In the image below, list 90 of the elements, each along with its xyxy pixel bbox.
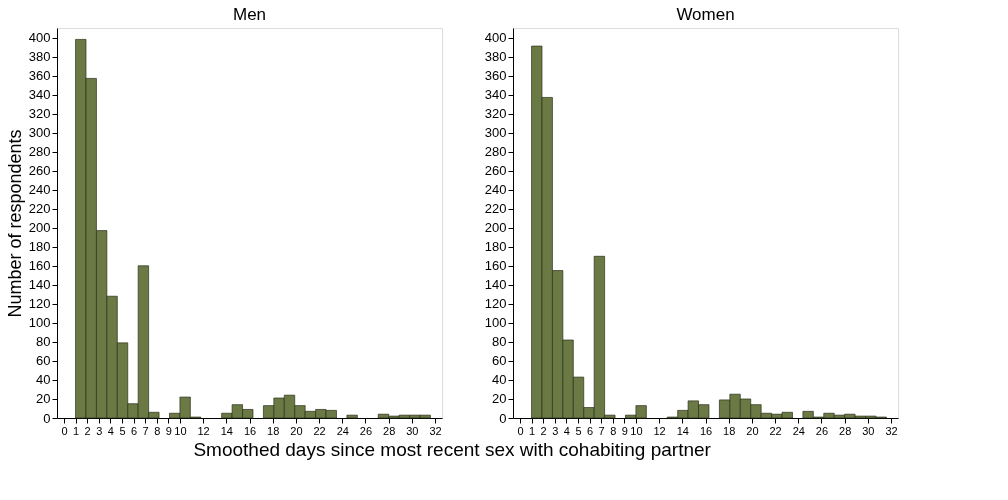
x-tick-label: 3 bbox=[96, 424, 103, 437]
y-tick-label: 60 bbox=[36, 353, 51, 369]
x-tick-label: 8 bbox=[610, 424, 617, 437]
y-tick-label: 40 bbox=[36, 372, 51, 388]
y-tick-label: 280 bbox=[28, 144, 51, 160]
x-tick-label: 22 bbox=[313, 424, 326, 437]
y-tick-label: 260 bbox=[484, 163, 507, 179]
x-tick-label: 14 bbox=[220, 424, 233, 437]
x-tick-label: 22 bbox=[769, 424, 782, 437]
x-tick-label: 1 bbox=[528, 424, 536, 437]
x-tick-label: 2 bbox=[84, 424, 91, 437]
x-tick-label: 30 bbox=[406, 424, 419, 437]
y-tick-label: 180 bbox=[28, 239, 51, 255]
x-tick-label: 9 bbox=[621, 424, 628, 437]
y-tick-label: 40 bbox=[492, 372, 507, 388]
y-tick-label: 260 bbox=[28, 163, 51, 179]
x-tick-label: 10 bbox=[174, 424, 187, 437]
y-tick-label: 380 bbox=[484, 49, 507, 65]
y-tick-label: 60 bbox=[492, 353, 507, 369]
x-tick-label: 18 bbox=[723, 424, 736, 437]
y-tick-label: 200 bbox=[484, 220, 507, 236]
y-tick-label: 220 bbox=[28, 201, 51, 217]
y-tick-label: 280 bbox=[484, 144, 507, 160]
x-tick-label: 20 bbox=[290, 424, 303, 437]
y-tick-label: 220 bbox=[484, 201, 507, 217]
y-tick-label: 200 bbox=[28, 220, 51, 236]
y-tick-label: 360 bbox=[484, 68, 507, 84]
y-tick-label: 240 bbox=[484, 182, 507, 198]
y-tick-label: 400 bbox=[28, 30, 51, 46]
x-tick-label: 4 bbox=[107, 424, 114, 437]
x-tick-label: 26 bbox=[359, 424, 373, 437]
x-axis-title: Smoothed days since most recent sex with cohabiting partner bbox=[193, 438, 712, 460]
y-tick-label: 300 bbox=[484, 125, 507, 141]
y-tick-label: 120 bbox=[28, 296, 51, 312]
x-tick-label: 32 bbox=[429, 424, 442, 437]
y-tick-label: 160 bbox=[484, 258, 507, 274]
x-tick-label: 7 bbox=[142, 424, 149, 437]
x-tick-label: 10 bbox=[630, 424, 643, 437]
x-tick-label: 14 bbox=[676, 424, 689, 437]
y-tick-label: 0 bbox=[499, 410, 507, 426]
x-tick-label: 24 bbox=[792, 424, 805, 437]
x-tick-label: 18 bbox=[267, 424, 280, 437]
x-tick-label: 9 bbox=[165, 424, 172, 437]
y-tick-label: 360 bbox=[28, 68, 51, 84]
x-tick-label: 0 bbox=[61, 424, 68, 437]
y-tick-label: 100 bbox=[484, 315, 507, 331]
x-tick-label: 0 bbox=[517, 424, 524, 437]
x-tick-label: 6 bbox=[130, 424, 138, 437]
chart-title: Women bbox=[676, 5, 735, 24]
y-tick-label: 20 bbox=[36, 391, 51, 407]
y-tick-label: 340 bbox=[28, 87, 51, 103]
y-tick-label: 140 bbox=[484, 277, 507, 293]
y-tick-label: 0 bbox=[43, 410, 51, 426]
x-tick-label: 1 bbox=[72, 424, 80, 437]
y-axis-title: Number of respondents bbox=[4, 129, 25, 318]
x-tick-label: 5 bbox=[119, 424, 126, 437]
x-tick-label: 2 bbox=[540, 424, 547, 437]
y-tick-label: 20 bbox=[492, 391, 507, 407]
x-tick-label: 20 bbox=[746, 424, 759, 437]
x-tick-label: 4 bbox=[563, 424, 570, 437]
x-tick-label: 24 bbox=[336, 424, 349, 437]
x-tick-label: 16 bbox=[699, 424, 713, 437]
x-tick-label: 8 bbox=[154, 424, 161, 437]
x-tick-label: 7 bbox=[598, 424, 605, 437]
y-tick-label: 180 bbox=[484, 239, 507, 255]
x-tick-label: 3 bbox=[552, 424, 559, 437]
x-tick-label: 16 bbox=[243, 424, 257, 437]
x-tick-label: 32 bbox=[885, 424, 898, 437]
y-tick-label: 140 bbox=[28, 277, 51, 293]
x-tick-label: 12 bbox=[197, 424, 210, 437]
x-tick-label: 5 bbox=[575, 424, 582, 437]
x-tick-label: 28 bbox=[839, 424, 852, 437]
y-tick-label: 80 bbox=[36, 334, 51, 350]
y-tick-label: 320 bbox=[28, 106, 51, 122]
y-tick-label: 320 bbox=[484, 106, 507, 122]
y-tick-label: 120 bbox=[484, 296, 507, 312]
x-tick-label: 28 bbox=[383, 424, 396, 437]
y-tick-label: 340 bbox=[484, 87, 507, 103]
x-tick-label: 12 bbox=[653, 424, 666, 437]
x-tick-label: 6 bbox=[586, 424, 594, 437]
y-tick-label: 300 bbox=[28, 125, 51, 141]
y-tick-label: 80 bbox=[492, 334, 507, 350]
y-tick-label: 160 bbox=[28, 258, 51, 274]
x-tick-label: 26 bbox=[815, 424, 829, 437]
y-tick-label: 400 bbox=[484, 30, 507, 46]
chart-title: Men bbox=[232, 5, 267, 24]
y-tick-label: 240 bbox=[28, 182, 51, 198]
x-tick-label: 30 bbox=[862, 424, 875, 437]
y-tick-label: 380 bbox=[28, 49, 51, 65]
y-tick-label: 100 bbox=[28, 315, 51, 331]
